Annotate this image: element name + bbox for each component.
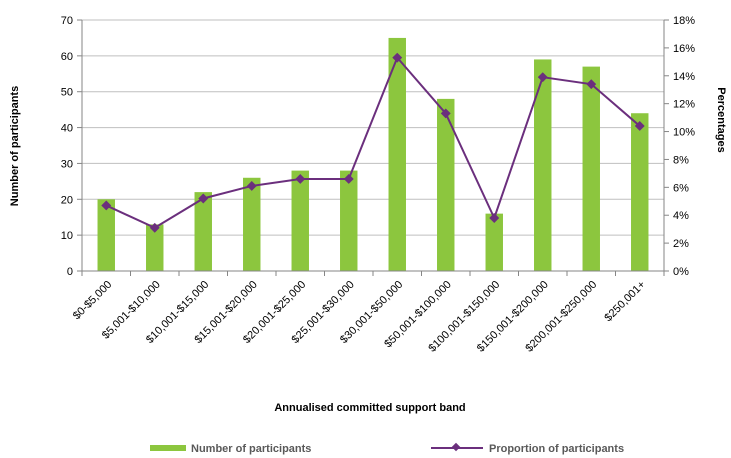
y2-tick-label: 18% [673, 15, 695, 27]
legend-label-bar: Number of participants [191, 443, 311, 455]
left-axis-ticks: 0 10 20 30 40 50 60 70 [61, 15, 73, 278]
bar [340, 170, 358, 271]
bar [194, 192, 212, 271]
y2-tick-label: 6% [673, 182, 689, 194]
line-point [149, 222, 160, 233]
line-path [105, 55, 641, 229]
bar [97, 199, 115, 271]
x-tick-label: $0-$5,000 [71, 279, 115, 323]
bar [534, 59, 552, 271]
y2-tick-label: 14% [673, 71, 695, 83]
line-point [586, 79, 597, 90]
gridlines [82, 19, 664, 236]
legend-label-line: Proportion of participants [489, 443, 624, 455]
y2-tick-label: 2% [673, 238, 689, 250]
bar [582, 66, 600, 271]
legend-swatch-bar [150, 445, 186, 451]
y2-tick-label: 4% [673, 210, 689, 222]
right-axis-ticks: 0% 2% 4% 6% 8% 10% 12% 14% 16% 18% [673, 15, 695, 278]
y-tick-label: 40 [61, 123, 73, 135]
axes [77, 19, 669, 276]
bar [437, 98, 455, 271]
x-tick-label: $250,001+ [602, 279, 647, 324]
y2-tick-label: 0% [673, 266, 689, 278]
line-point [489, 213, 500, 223]
y-tick-label: 30 [61, 158, 73, 170]
y2-tick-label: 16% [673, 43, 695, 55]
y-tick-label: 0 [67, 266, 73, 278]
line-point [634, 121, 645, 131]
y-tick-label: 50 [61, 87, 73, 99]
x-axis-ticks: $0-$5,000$5,001-$10,000$10,001-$15,000$1… [71, 279, 648, 355]
y2-axis-title: Percentages [715, 87, 727, 152]
y2-tick-label: 10% [673, 127, 695, 139]
bar [388, 37, 406, 271]
y2-tick-label: 8% [673, 154, 689, 166]
line-point [101, 200, 112, 211]
line-series [101, 52, 645, 233]
line-point [246, 180, 257, 191]
y2-tick-label: 12% [673, 99, 695, 111]
line-point [295, 174, 306, 184]
line-point [537, 72, 548, 83]
y-tick-label: 20 [61, 194, 73, 206]
bar-series [97, 37, 649, 271]
bar [243, 177, 261, 271]
legend-swatch-marker [451, 442, 461, 452]
legend: Number of participants Proportion of par… [150, 442, 624, 455]
bar [485, 213, 503, 271]
line-point [343, 174, 354, 184]
bar [146, 224, 164, 271]
bar [291, 170, 309, 271]
y-tick-label: 60 [61, 51, 73, 63]
y-tick-label: 70 [61, 15, 73, 27]
line-point [198, 193, 209, 204]
bar [631, 113, 649, 271]
y-axis-title: Number of participants [9, 86, 21, 206]
y-tick-label: 10 [61, 230, 73, 242]
x-axis-title: Annualised committed support band [274, 402, 465, 414]
